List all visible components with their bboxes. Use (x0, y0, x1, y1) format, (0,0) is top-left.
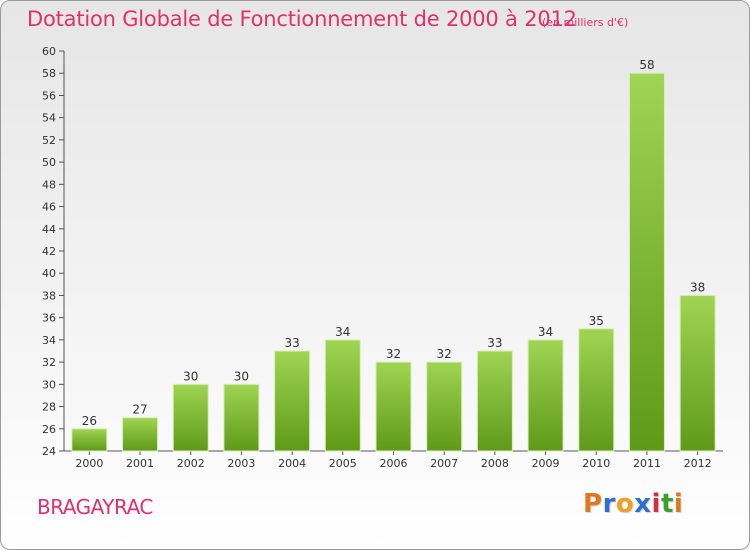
y-tick-label: 58 (42, 67, 56, 80)
bar-2007 (426, 361, 463, 452)
y-tick-label: 36 (42, 312, 56, 325)
bar-2008 (476, 350, 513, 452)
bar-value-label: 30 (234, 369, 249, 383)
x-tick-label: 2005 (329, 457, 357, 470)
bar-value-label: 33 (284, 336, 299, 350)
y-tick-label: 32 (42, 356, 56, 369)
y-tick-label: 40 (42, 267, 56, 280)
y-tick-label: 56 (42, 89, 56, 102)
y-tick-label: 60 (42, 45, 56, 58)
bar-value-label: 38 (690, 280, 705, 294)
bar-2002 (172, 383, 209, 452)
bar-value-label: 32 (386, 347, 401, 361)
logo-letter: o (615, 489, 635, 519)
y-tick-label: 30 (42, 378, 56, 391)
bar-value-label: 35 (589, 314, 604, 328)
bar-2004 (274, 350, 311, 452)
bar-value-label: 26 (82, 414, 97, 428)
y-tick-label: 48 (42, 178, 56, 191)
commune-name: BRAGAYRAC (37, 495, 153, 519)
logo-letter: t (660, 489, 674, 519)
y-tick-label: 28 (42, 401, 56, 414)
x-tick-label: 2008 (481, 457, 509, 470)
axis-layer: 24 26 28 30 32 34 36 38 40 42 44 46 48 50 52 54 56 58 60 20… (42, 45, 723, 470)
x-tick-label: 2010 (582, 457, 610, 470)
y-tick-label: 50 (42, 156, 56, 169)
x-tick-label: 2003 (227, 457, 255, 470)
x-tick-label: 2012 (684, 457, 712, 470)
logo-letter: i (651, 489, 661, 519)
y-tick-label: 54 (42, 112, 56, 125)
bar-2009 (527, 339, 564, 452)
bar-2010 (578, 328, 615, 452)
y-tick-label: 26 (42, 423, 56, 436)
bar-value-label: 32 (437, 347, 452, 361)
bar-value-label: 34 (335, 325, 350, 339)
logo-letter: x (634, 489, 652, 519)
logo-letter: i (673, 489, 684, 519)
x-tick-label: 2011 (633, 457, 661, 470)
x-tick-label: 2007 (430, 457, 458, 470)
bar-2000 (71, 428, 108, 452)
bar-value-label: 30 (183, 369, 198, 383)
bar-value-label: 27 (132, 403, 147, 417)
bar-layer: 26 27 30 30 33 34 32 32 33 34 35 58 38 (71, 58, 716, 452)
y-tick-label: 38 (42, 289, 56, 302)
y-tick-label: 42 (42, 245, 56, 258)
y-tick-label: 52 (42, 134, 56, 147)
proxiti-logo[interactable]: Proxiti (583, 489, 683, 519)
bar-value-label: 34 (538, 325, 553, 339)
x-tick-label: 2004 (278, 457, 306, 470)
y-tick-label: 24 (42, 445, 56, 458)
x-tick-label: 2006 (380, 457, 408, 470)
y-tick-label: 44 (42, 223, 56, 236)
x-tick-label: 2000 (75, 457, 103, 470)
unit-note: (en milliers d'€) (542, 16, 629, 29)
x-tick-label: 2009 (532, 457, 560, 470)
y-tick-label: 34 (42, 334, 56, 347)
bar-2012 (679, 294, 716, 452)
chart-title: Dotation Globale de Fonctionnement de 20… (27, 7, 577, 31)
bar-2011 (628, 72, 665, 452)
logo-letter: P (583, 489, 603, 519)
bar-value-label: 58 (639, 58, 654, 72)
bar-value-label: 33 (487, 336, 502, 350)
bar-2001 (122, 417, 159, 452)
bar-2005 (324, 339, 361, 452)
x-tick-label: 2001 (126, 457, 154, 470)
logo-letter: r (602, 489, 616, 519)
y-tick-label: 46 (42, 201, 56, 214)
x-tick-label: 2002 (177, 457, 205, 470)
bar-2006 (375, 361, 412, 452)
bar-2003 (223, 383, 260, 452)
